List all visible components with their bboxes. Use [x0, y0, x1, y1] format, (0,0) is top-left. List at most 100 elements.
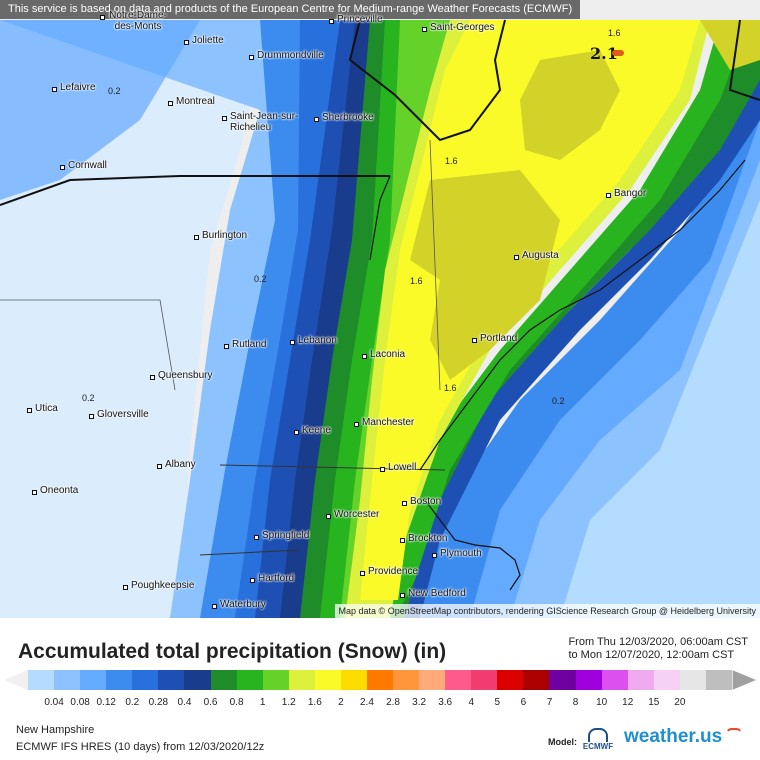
- ecmwf-logo: ECMWF: [580, 728, 616, 754]
- city-label: Sherbrooke: [314, 112, 374, 123]
- city-label: Lebanon: [290, 335, 337, 346]
- city-label: Plymouth: [432, 548, 482, 559]
- city-label: Springfield: [253, 530, 310, 541]
- contour-label: 1.6: [608, 28, 621, 38]
- city-label: Albany: [157, 459, 196, 470]
- city-label: Providence: [359, 566, 419, 577]
- period-to: to Mon 12/07/2020, 12:00am CST: [568, 649, 735, 661]
- legend-label: 0.12: [96, 697, 116, 708]
- legend-label: 4: [468, 697, 475, 708]
- city-label: Brockton: [399, 533, 448, 544]
- city-label: Notre-Dame-des-Monts: [100, 10, 167, 32]
- legend-label: 15: [648, 697, 660, 708]
- legend-label: 0.08: [70, 697, 90, 708]
- legend-swatch: [393, 670, 421, 690]
- legend-swatch: [445, 670, 473, 690]
- city-label: Cornwall: [60, 160, 107, 171]
- city-label: Hartford: [249, 573, 295, 584]
- model-label: Model:: [548, 737, 577, 747]
- legend-label: 3.6: [438, 697, 453, 708]
- legend-swatch: [497, 670, 525, 690]
- period-from: From Thu 12/03/2020, 06:00am CST: [568, 636, 748, 648]
- contour-label: 0.2: [82, 393, 95, 403]
- legend-label: 0.6: [203, 697, 218, 708]
- precipitation-shading: [0, 19, 760, 618]
- max-value-marker: [612, 50, 624, 56]
- legend-swatch: [575, 670, 603, 690]
- legend-swatch: [653, 670, 681, 690]
- legend-label: 12: [622, 697, 634, 708]
- legend-swatch: [366, 670, 395, 690]
- legend-label: 0.2: [125, 697, 140, 708]
- legend-label: 6: [520, 697, 527, 708]
- city-label: Waterbury: [212, 599, 266, 610]
- city-label: Oneonta: [31, 485, 79, 496]
- city-label: Saint-Jean-sur-Richelieu: [222, 111, 310, 133]
- legend-label: 0.4: [177, 697, 192, 708]
- city-label: Poughkeepsie: [122, 580, 195, 591]
- legend-swatch: [210, 670, 238, 690]
- legend-swatch: [80, 670, 108, 690]
- signal-icon: [725, 728, 743, 746]
- legend-swatch: [627, 670, 655, 690]
- legend-swatch: [184, 670, 212, 690]
- legend-swatch: [236, 670, 264, 690]
- color-legend: [4, 670, 756, 690]
- ecmwf-logo-text: ECMWF: [582, 742, 614, 751]
- city-label: Laconia: [361, 349, 406, 360]
- weather-us-logo[interactable]: weather.us: [624, 726, 723, 747]
- legend-swatch: [288, 670, 316, 690]
- contour-label: 0.2: [552, 396, 565, 406]
- legend-label: 0.04: [44, 697, 64, 708]
- city-label: New Bedford: [400, 588, 466, 599]
- chart-title: Accumulated total precipitation (Snow) (…: [18, 640, 447, 663]
- contour-label: 1.6: [445, 156, 458, 166]
- legend-swatch: [419, 670, 447, 690]
- legend-high-arrow: [732, 670, 756, 690]
- city-label: Joliette: [184, 35, 224, 46]
- model-run: ECMWF IFS HRES (10 days) from 12/03/2020…: [16, 741, 265, 753]
- city-label: Lefaivre: [52, 82, 96, 93]
- city-label: Lowell: [379, 462, 417, 473]
- precipitation-map[interactable]: This service is based on data and produc…: [0, 0, 760, 618]
- city-label: Manchester: [353, 417, 415, 428]
- city-label: Utica: [27, 403, 58, 414]
- legend-label: 2.8: [386, 697, 400, 708]
- legend-swatch: [54, 670, 82, 690]
- city-label: Queensbury: [149, 370, 213, 381]
- legend-label: 1.2: [281, 697, 296, 708]
- contour-label: 1.6: [410, 276, 423, 286]
- city-label: Rutland: [223, 339, 267, 350]
- city-label: Portland: [471, 333, 518, 344]
- legend-label: 0.28: [148, 697, 169, 708]
- city-label: Princeville: [329, 14, 383, 25]
- legend-label: 5: [494, 697, 501, 708]
- legend-label: 7: [546, 697, 553, 708]
- legend-swatch: [679, 670, 707, 690]
- map-attribution: Map data © OpenStreetMap contributors, r…: [334, 604, 760, 618]
- legend-swatch: [158, 670, 186, 690]
- legend-label: 2: [338, 697, 344, 708]
- city-label: Burlington: [193, 230, 248, 241]
- legend-label: 2.4: [360, 697, 374, 708]
- legend-label: 0.8: [229, 697, 244, 708]
- city-label: Bangor: [605, 188, 647, 199]
- legend-swatch: [523, 670, 551, 690]
- max-value-label: 2.1: [590, 44, 618, 63]
- city-label: Gloversville: [89, 409, 149, 420]
- legend-label: 10: [596, 697, 608, 708]
- legend-label: 1: [259, 697, 266, 708]
- legend-swatch: [106, 670, 134, 690]
- city-label: Keene: [294, 425, 331, 436]
- ecmwf-notice: This service is based on data and produc…: [0, 0, 581, 19]
- contour-label: 0.2: [254, 274, 267, 284]
- valid-period: From Thu 12/03/2020, 06:00am CST to Mon …: [568, 636, 748, 662]
- city-label: Worcester: [325, 509, 380, 520]
- legend-swatch: [705, 670, 733, 690]
- city-label: Saint-Georges: [421, 22, 495, 33]
- legend-swatch: [549, 670, 577, 690]
- city-label: Boston: [401, 496, 442, 507]
- legend-label: 3.2: [412, 697, 427, 708]
- contour-label: 0.2: [108, 86, 121, 96]
- contour-label: 1.6: [444, 383, 457, 393]
